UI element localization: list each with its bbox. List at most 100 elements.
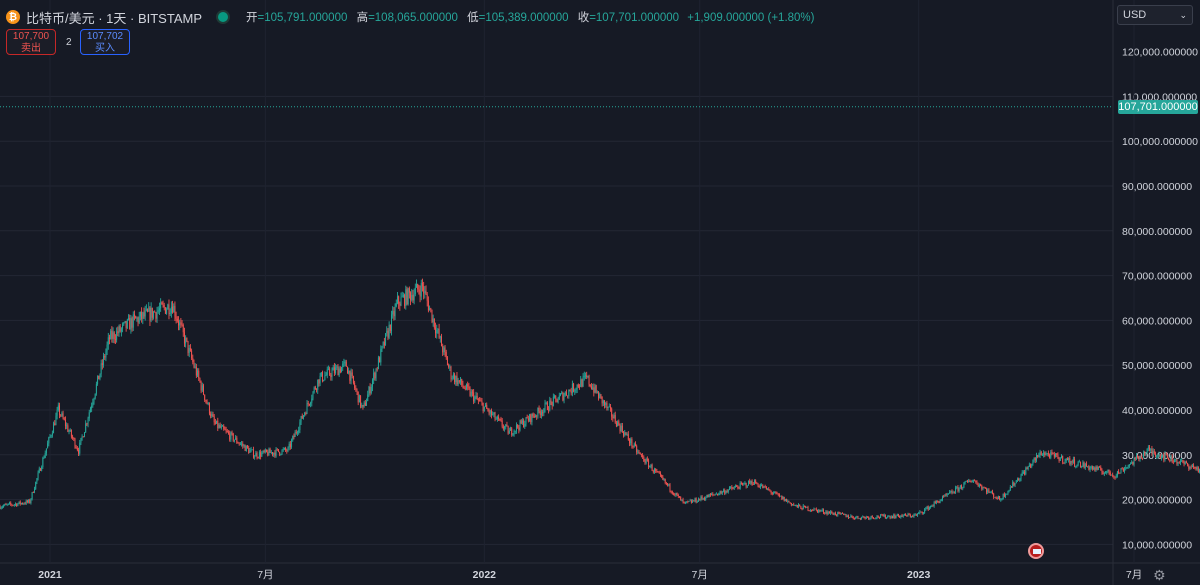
candle-body (135, 316, 137, 319)
candle-body (37, 472, 39, 479)
candle-body (454, 374, 456, 383)
candle-body (1038, 455, 1040, 458)
candle-body (636, 445, 638, 453)
candle-body (514, 430, 516, 432)
candle-body (218, 425, 220, 428)
candle-body (515, 424, 517, 431)
symbol-title[interactable]: 比特币/美元 · 1天 · BITSTAMP (26, 10, 202, 26)
candle-body (47, 443, 49, 449)
candle-body (1178, 462, 1180, 464)
candle-body (950, 490, 952, 492)
candle-body (224, 428, 226, 431)
candle-body (607, 406, 609, 408)
candle-body (909, 514, 911, 517)
candle-body (78, 450, 80, 454)
candle-body (688, 501, 690, 502)
candle-body (401, 296, 403, 298)
candle-body (718, 493, 720, 496)
candle-body (756, 483, 758, 485)
buy-price: 107,702 (86, 31, 124, 42)
candle-body (608, 406, 610, 408)
candle-body (865, 516, 867, 519)
candle-body (643, 456, 645, 462)
candle-body (285, 447, 287, 451)
candle-body (448, 365, 450, 367)
candle-body (612, 416, 614, 419)
candle-body (153, 311, 155, 318)
candle-body (192, 358, 194, 362)
candle-body (6, 504, 8, 506)
candle-body (416, 284, 417, 288)
candle-body (1131, 461, 1133, 464)
candle-body (888, 516, 890, 517)
candle-body (299, 422, 301, 430)
candle-body (254, 456, 256, 458)
candle-body (93, 398, 95, 403)
candle-body (764, 486, 766, 488)
candle-body (828, 511, 830, 514)
candle-body (133, 314, 135, 317)
candle-body (658, 472, 660, 474)
candle-body (875, 518, 877, 519)
candle-body (325, 374, 327, 376)
us-flag-event-icon[interactable] (1028, 543, 1044, 559)
candle-body (111, 330, 113, 339)
candle-body (105, 351, 107, 358)
candle-body (1116, 471, 1118, 476)
candle-body (890, 516, 892, 519)
candle-body (81, 436, 83, 438)
candle-body (717, 493, 719, 496)
candle-body (905, 513, 907, 516)
candle-body (319, 375, 321, 384)
candle-body (57, 405, 59, 411)
candle-body (1138, 456, 1140, 460)
candle-body (382, 341, 384, 347)
candle-body (375, 368, 377, 379)
candle-body (122, 324, 124, 329)
candle-body (301, 416, 303, 419)
candle-body (831, 511, 833, 514)
candle-body (931, 505, 933, 507)
candle-body (408, 288, 410, 293)
candle-body (239, 443, 241, 445)
candle-body (1070, 461, 1072, 465)
gear-icon[interactable]: ⚙ (1153, 567, 1166, 583)
candle-body (20, 503, 22, 505)
candle-body (797, 504, 799, 507)
candle-body (1195, 467, 1197, 470)
candle-body (80, 437, 82, 443)
candle-body (969, 480, 971, 482)
candle-body (1096, 466, 1098, 470)
candle-body (1075, 465, 1077, 467)
candle-body (1065, 458, 1067, 461)
candle-body (984, 487, 986, 489)
candle-body (176, 318, 178, 322)
candle-body (656, 471, 658, 472)
currency-select[interactable]: USD ⌄ (1117, 5, 1193, 25)
candle-body (1015, 480, 1017, 484)
candle-body (317, 379, 319, 390)
candle-body (1063, 462, 1065, 464)
candle-body (142, 312, 144, 319)
candle-body (55, 415, 57, 426)
candle-body (977, 484, 979, 487)
candle-body (657, 471, 659, 473)
candle-body (1166, 455, 1168, 458)
candle-body (1102, 472, 1104, 475)
x-tick-label: 2022 (473, 569, 497, 581)
sell-button[interactable]: 107,700 卖出 (6, 29, 56, 55)
candle-body (780, 495, 782, 497)
candle-body (376, 368, 378, 370)
candle-body (600, 394, 602, 397)
candle-body (423, 286, 425, 294)
candle-body (907, 514, 909, 517)
candle-body (1059, 458, 1061, 461)
candle-body (1076, 464, 1078, 466)
candle-body (996, 498, 998, 499)
candle-body (419, 291, 421, 297)
candle-body (802, 505, 804, 510)
candle-body (330, 374, 332, 378)
candle-body (1026, 468, 1028, 470)
buy-button[interactable]: 107,702 买入 (80, 29, 130, 55)
